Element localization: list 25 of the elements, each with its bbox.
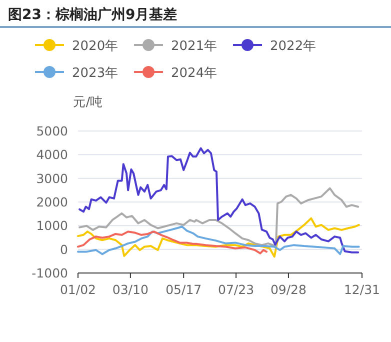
- y-tick-label: -1000: [32, 266, 68, 280]
- legend-label: 2024年: [171, 66, 218, 81]
- y-tick-label: 4000: [36, 147, 68, 162]
- line-series: [77, 230, 268, 254]
- legend-label: 2023年: [72, 66, 118, 81]
- line-series: [78, 147, 360, 254]
- chart-title: 图23：棕榈油广州9月基差: [8, 6, 178, 23]
- y-tick-label: 2000: [36, 194, 68, 210]
- y-tick-label: 1000: [36, 218, 68, 234]
- legend-label: 2022年: [270, 39, 316, 54]
- y-tick-label: 0: [60, 242, 68, 257]
- line-series: [77, 217, 360, 258]
- y-axis-title: 元/吨: [72, 94, 104, 109]
- y-tick-label: 3000: [36, 170, 68, 186]
- x-tick-label: 09/28: [270, 282, 307, 297]
- y-tick-label: 5000: [36, 124, 68, 138]
- x-tick-label: 07/23: [218, 282, 254, 297]
- legend-label: 2021年: [171, 39, 218, 54]
- x-tick-label: 05/17: [166, 282, 202, 297]
- line-series: [78, 187, 360, 248]
- x-tick-label: 12/31: [344, 282, 380, 297]
- x-tick-label: 01/02: [60, 282, 96, 297]
- x-tick-label: 03/10: [112, 282, 148, 297]
- line-series: [77, 226, 360, 256]
- legend-label: 2020年: [72, 39, 118, 54]
